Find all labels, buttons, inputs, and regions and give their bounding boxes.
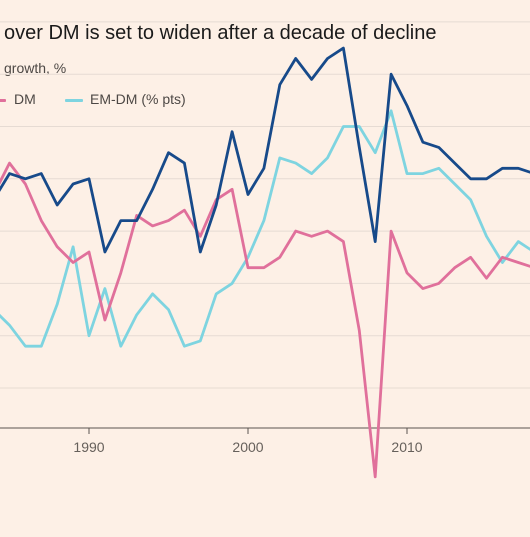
chart-subtitle: growth, % bbox=[4, 60, 67, 76]
x-tick-label: 1990 bbox=[73, 439, 104, 455]
chart-title: l over DM is set to widen after a decade… bbox=[0, 22, 437, 44]
chart-legend: DM EM-DM (% pts) bbox=[0, 91, 530, 109]
x-tick-label: 2010 bbox=[391, 439, 422, 455]
x-tick-label: 2000 bbox=[232, 439, 263, 455]
series-line-dm bbox=[0, 161, 530, 479]
series-line-diff bbox=[0, 109, 530, 348]
series-line-em bbox=[0, 46, 530, 254]
legend-label-diff: EM-DM (% pts) bbox=[90, 91, 186, 107]
legend-swatch-dm bbox=[0, 99, 6, 102]
legend-label-dm: DM bbox=[14, 91, 36, 107]
legend-swatch-diff bbox=[65, 99, 83, 102]
